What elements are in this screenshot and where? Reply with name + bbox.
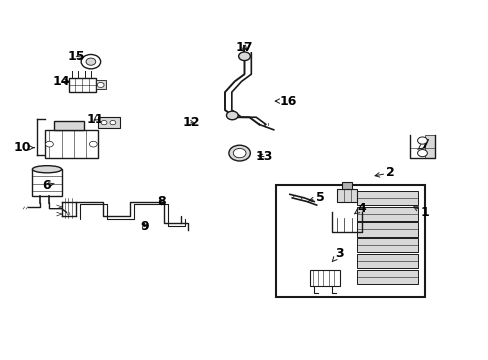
Circle shape [101, 121, 107, 125]
Bar [54, 121, 83, 130]
Text: 3: 3 [332, 247, 343, 262]
Bar [424, 135, 434, 158]
Bar [356, 222, 417, 237]
Text: 8: 8 [157, 195, 165, 208]
Text: 5: 5 [308, 192, 324, 204]
Text: 9: 9 [140, 220, 148, 233]
Circle shape [417, 137, 427, 144]
Bar [356, 238, 417, 252]
Bar [356, 207, 417, 221]
Bar [98, 117, 120, 128]
Bar [69, 78, 96, 92]
Ellipse shape [32, 166, 61, 173]
Bar [96, 80, 105, 89]
Bar [356, 191, 417, 205]
Circle shape [233, 148, 245, 158]
Bar [44, 130, 98, 158]
Circle shape [226, 111, 238, 120]
Text: 2: 2 [374, 166, 394, 179]
Bar [310, 270, 339, 286]
Text: 13: 13 [255, 150, 272, 163]
Text: 16: 16 [275, 95, 297, 108]
Text: 6: 6 [42, 179, 54, 192]
Circle shape [110, 121, 116, 125]
Circle shape [89, 141, 97, 147]
Bar [336, 189, 356, 202]
Circle shape [81, 54, 101, 69]
Text: 1: 1 [413, 206, 428, 219]
Text: 10: 10 [14, 141, 34, 154]
Text: 11: 11 [87, 113, 104, 126]
Circle shape [86, 58, 96, 65]
Bar [276, 185, 424, 297]
Text: 7: 7 [417, 138, 428, 150]
Bar [356, 270, 417, 284]
Circle shape [417, 149, 427, 157]
Bar [32, 169, 61, 196]
Circle shape [97, 82, 104, 87]
Bar [341, 182, 351, 189]
Text: 15: 15 [67, 50, 85, 63]
Text: 17: 17 [235, 41, 253, 54]
Text: 14: 14 [53, 75, 70, 88]
Bar [356, 254, 417, 268]
Circle shape [45, 141, 53, 147]
Circle shape [238, 52, 250, 60]
Text: 12: 12 [182, 116, 199, 129]
Text: 4: 4 [354, 202, 365, 215]
Circle shape [228, 145, 250, 161]
